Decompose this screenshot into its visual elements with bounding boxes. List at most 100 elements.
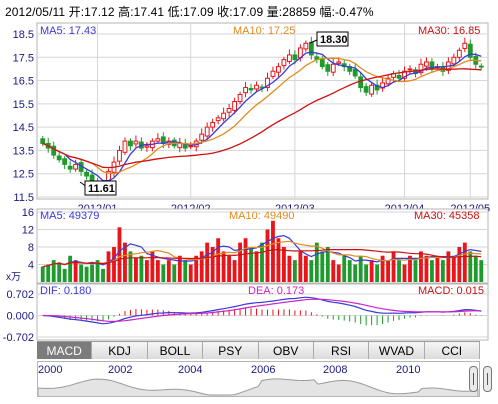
navigator-left-handle[interactable] — [469, 366, 478, 392]
price-y-tick: 17.5 — [13, 52, 34, 64]
candles — [40, 36, 484, 194]
volume-bar — [331, 260, 336, 282]
volume-bar — [57, 262, 62, 282]
volume-bar — [325, 247, 330, 282]
volume-bar — [101, 268, 105, 282]
candle-body — [248, 87, 254, 91]
tab-wvad[interactable]: WVAD — [369, 342, 425, 359]
volume-bar — [84, 266, 89, 282]
volume-bar — [150, 251, 155, 282]
min-price-marker: 11.61 — [79, 180, 117, 196]
volume-bar — [144, 260, 149, 282]
tab-kdj[interactable]: KDJ — [92, 342, 148, 359]
volume-bar — [276, 238, 281, 282]
tab-psy[interactable]: PSY — [203, 342, 259, 359]
tab-cci[interactable]: CCI — [424, 342, 480, 359]
price-y-tick: 12.5 — [13, 169, 34, 181]
price-y-tick: 15.5 — [13, 99, 34, 111]
volume-bar — [117, 227, 122, 282]
candle-body — [286, 54, 292, 62]
volume-bar — [440, 260, 445, 282]
nav-year: 2002 — [108, 364, 133, 376]
volume-bar — [413, 260, 418, 282]
candle-body — [451, 56, 457, 65]
volume-bar — [424, 255, 429, 282]
candle-body — [396, 74, 402, 79]
time-navigator[interactable]: 2000 2002 2004 2006 2008 2010 — [37, 361, 480, 397]
candle-body — [56, 155, 62, 161]
volume-bar — [265, 229, 270, 282]
volume-bar — [347, 260, 352, 282]
candle-body — [89, 174, 95, 182]
navigator-history-line — [38, 378, 479, 396]
volume-bar — [435, 255, 440, 282]
volume-bar — [309, 260, 314, 282]
volume-bar — [479, 260, 484, 282]
tab-rsi[interactable]: RSI — [313, 342, 370, 359]
price-y-tick: 18.5 — [13, 29, 34, 41]
volume-bar — [128, 251, 133, 282]
candle-body — [188, 145, 194, 148]
volume-bar — [402, 264, 407, 282]
volume-bar — [68, 255, 73, 282]
volume-bar — [298, 251, 303, 282]
volume-bar — [90, 264, 94, 282]
volume-bar — [451, 255, 456, 282]
price-chart[interactable]: 18.517.516.515.514.513.512.511.5 2012/01… — [0, 19, 498, 219]
navigator-right-handle[interactable] — [483, 366, 492, 392]
volume-y-tick: 4 — [28, 260, 34, 272]
candle-body — [122, 140, 128, 153]
candle-body — [243, 87, 248, 94]
price-grid — [37, 23, 488, 199]
volume-bar — [369, 260, 374, 282]
volume-bar — [292, 260, 297, 282]
tab-obv[interactable]: OBV — [258, 342, 314, 359]
volume-bar — [188, 264, 193, 282]
candle-body — [418, 63, 424, 74]
volume-bar — [358, 255, 363, 282]
dif-label: DIF: 0.180 — [40, 285, 91, 297]
candle-body — [221, 112, 227, 120]
tab-macd[interactable]: MACD — [37, 342, 93, 359]
candle-body — [456, 49, 462, 58]
volume-bar — [260, 242, 264, 282]
volume-bar — [408, 255, 412, 282]
volume-bar — [380, 255, 385, 282]
macd-y-tick: -0.702 — [3, 332, 34, 341]
volume-chart[interactable]: 16 12 8 4 MA5: 49379 MA10: 49490 MA30: 4535… — [0, 208, 498, 284]
indicator-tabs: MACD KDJ BOLL PSY OBV RSI WVAD CCI — [37, 341, 480, 359]
volume-bar — [227, 255, 232, 282]
volume-ma5-label: MA5: 49379 — [40, 210, 99, 222]
volume-ma5-line — [42, 234, 482, 268]
volume-bar — [205, 242, 210, 282]
volume-bar — [134, 257, 138, 282]
quote-open: 开:17.12 — [68, 5, 115, 19]
volume-bar — [419, 251, 423, 282]
tab-boll[interactable]: BOLL — [147, 342, 204, 359]
price-y-tick: 14.5 — [13, 122, 34, 134]
candle-body — [232, 101, 238, 111]
volume-bar — [473, 255, 478, 282]
volume-bar — [172, 264, 177, 282]
candle-body — [84, 171, 90, 177]
nav-year: 2006 — [251, 364, 276, 376]
volume-bar — [446, 251, 451, 282]
volume-bar — [221, 251, 226, 282]
candle-body — [276, 66, 281, 73]
candle-body — [385, 77, 391, 85]
candle-body — [281, 59, 287, 67]
nav-year: 2008 — [323, 364, 348, 376]
volume-bar — [183, 260, 188, 282]
candle-body — [226, 108, 232, 113]
volume-ma10-label: MA10: 49490 — [229, 210, 294, 222]
candle-body — [128, 140, 133, 147]
ma30-line — [42, 68, 482, 169]
candle-body — [144, 145, 150, 148]
macd-chart[interactable]: 0.702 0.000 -0.702 DIF: 0.180 DEA: 0.173 M… — [0, 283, 498, 341]
volume-bar — [391, 251, 396, 282]
volume-bar — [287, 255, 292, 282]
candle-body — [204, 126, 210, 137]
volume-bar — [232, 260, 237, 282]
ma10-line — [42, 57, 482, 175]
price-y-tick: 13.5 — [13, 145, 34, 157]
